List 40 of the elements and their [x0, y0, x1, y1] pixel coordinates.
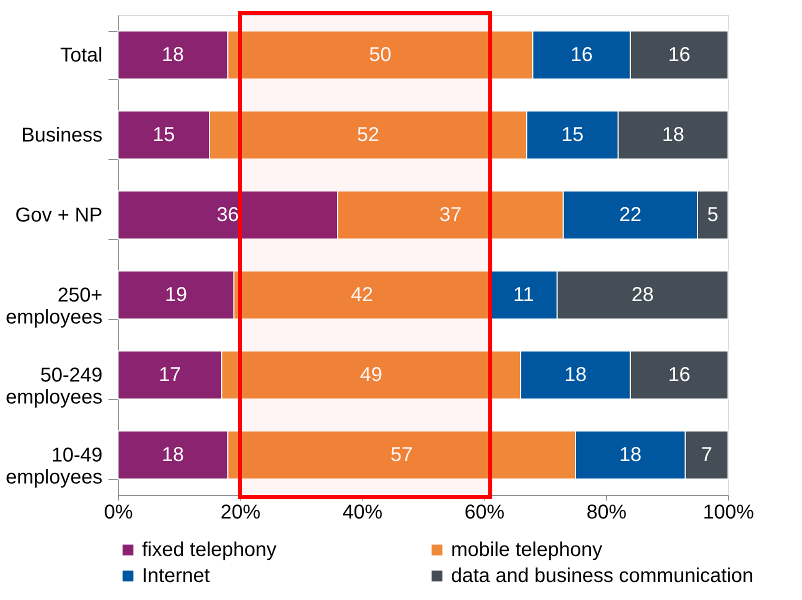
y-tick-label: 10-49 employees: [6, 444, 102, 488]
data-label: 18: [564, 364, 587, 386]
data-label: 16: [570, 44, 593, 66]
y-tick-label: Business: [21, 124, 102, 146]
x-tick-label: 60%: [464, 502, 505, 524]
data-label: 16: [668, 364, 690, 386]
data-label: 19: [164, 284, 188, 306]
data-label: 15: [561, 124, 584, 146]
data-label: 15: [152, 124, 175, 146]
y-tick-label: Total: [60, 44, 102, 66]
data-label: 5: [707, 204, 718, 226]
x-tick-label: 100%: [702, 502, 754, 524]
data-label: 50: [369, 44, 392, 66]
legend-label: mobile telephony: [451, 539, 602, 561]
data-label: 57: [390, 444, 413, 466]
legend-label: Internet: [142, 565, 210, 587]
data-label: 18: [619, 444, 642, 466]
data-label: 11: [513, 284, 534, 306]
data-label: 18: [162, 444, 184, 466]
y-tick-label: Gov + NP: [15, 204, 102, 226]
data-label: 7: [701, 444, 712, 466]
data-label: 16: [668, 44, 690, 66]
y-tick-label: 50-249 employees: [6, 364, 102, 408]
data-label: 42: [350, 284, 374, 306]
legend-label: fixed telephony: [142, 539, 277, 561]
data-label: 18: [662, 124, 684, 146]
x-tick-label: 40%: [342, 502, 383, 524]
legend-label: data and business communication: [451, 565, 754, 587]
data-label: 17: [158, 364, 181, 386]
data-label: 37: [439, 204, 462, 226]
data-label: 22: [619, 204, 642, 226]
x-tick-label: 0%: [104, 502, 134, 524]
data-label: 28: [631, 284, 654, 306]
x-tick-label: 80%: [586, 502, 627, 524]
data-label: 18: [162, 44, 184, 66]
data-label: 36: [216, 204, 239, 226]
data-label: 52: [356, 124, 380, 146]
y-tick-label: 250+ employees: [6, 284, 102, 328]
x-tick-label: 20%: [220, 502, 261, 524]
data-label: 49: [360, 364, 382, 386]
